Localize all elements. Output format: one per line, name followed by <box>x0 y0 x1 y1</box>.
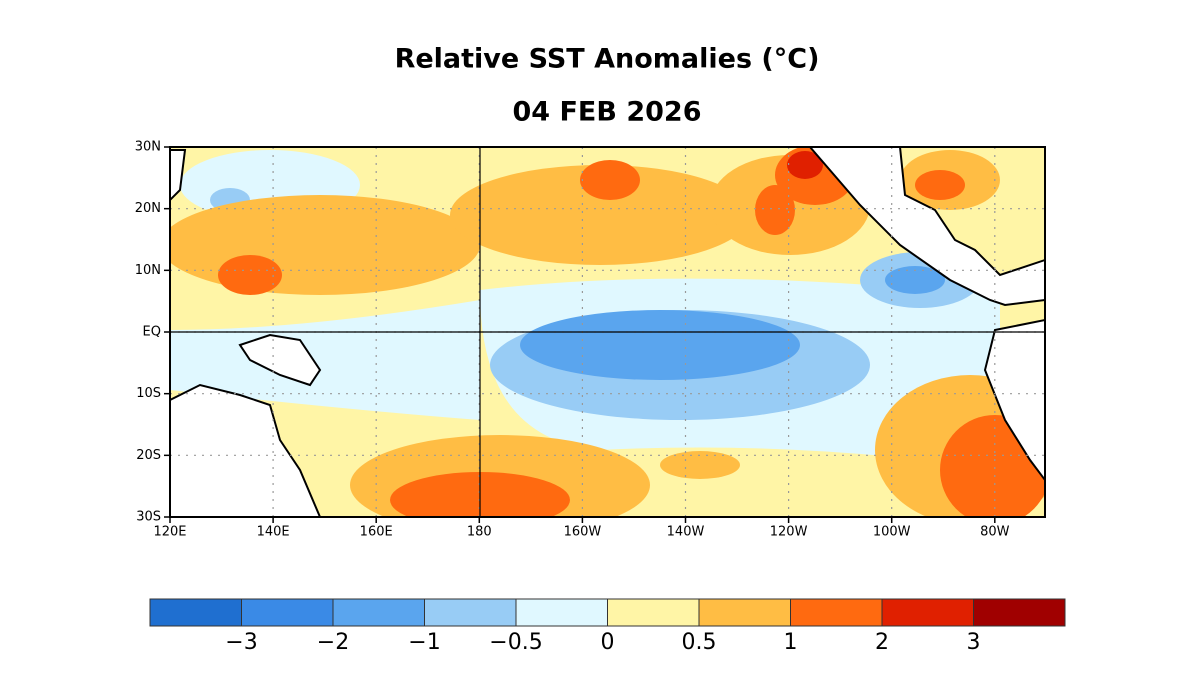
title: Relative SST Anomalies (°C) <box>395 44 820 75</box>
land-new-guinea <box>238 333 322 387</box>
field-blob <box>755 185 795 235</box>
colorbar-label: −0.5 <box>489 630 542 655</box>
land-australia <box>170 383 322 517</box>
field-blob <box>580 160 640 200</box>
lon-label: 180 <box>467 525 492 540</box>
colorbar-bin <box>881 598 974 627</box>
field-blob <box>915 170 965 200</box>
colorbar: −3 −2 −1 −0.5 0 0.5 1 2 3 <box>149 598 1066 655</box>
lat-label: EQ <box>143 325 161 340</box>
field-blob <box>787 151 823 179</box>
field-blob <box>660 451 740 479</box>
field-blob <box>170 195 480 295</box>
land-central-america <box>808 147 1045 307</box>
colorbar-bin <box>241 598 334 627</box>
lon-label: 140W <box>667 525 705 540</box>
colorbar-label: 0.5 <box>682 630 717 655</box>
colorbar-label: −1 <box>408 630 440 655</box>
colorbar-label: 2 <box>875 630 889 655</box>
land-asia <box>170 149 187 202</box>
land-south-america <box>983 318 1045 482</box>
colorbar-label: −3 <box>225 630 257 655</box>
field-blob <box>520 310 800 380</box>
lat-label: 30N <box>135 140 161 155</box>
lon-label: 160E <box>360 525 393 540</box>
lat-label: 30S <box>136 510 161 525</box>
lon-label: 160W <box>564 525 602 540</box>
field-blob <box>450 165 750 265</box>
lat-label: 20S <box>136 448 161 463</box>
colorbar-bin <box>332 598 425 627</box>
date: 04 FEB 2026 <box>513 97 702 128</box>
anomaly-field <box>170 147 1045 517</box>
colorbar-bin <box>698 598 791 627</box>
field-blob <box>218 255 282 295</box>
lon-label: 120E <box>153 525 186 540</box>
field-blob <box>170 300 480 420</box>
colorbar-bin <box>515 598 608 627</box>
lat-label: 10N <box>135 263 161 278</box>
lon-label: 140E <box>257 525 290 540</box>
colorbar-bin <box>973 598 1066 627</box>
lat-label: 10S <box>136 386 161 401</box>
colorbar-label: −2 <box>317 630 349 655</box>
colorbar-bin <box>607 598 700 627</box>
field-blob <box>885 266 945 294</box>
colorbar-label: 0 <box>601 630 615 655</box>
colorbar-label: 3 <box>967 630 981 655</box>
colorbar-bin <box>424 598 517 627</box>
colorbar-bin <box>790 598 883 627</box>
colorbar-label: 1 <box>784 630 798 655</box>
lon-label: 100W <box>873 525 911 540</box>
lat-label: 20N <box>135 201 161 216</box>
colorbar-bin <box>149 598 242 627</box>
lon-label: 120W <box>770 525 808 540</box>
lon-label: 80W <box>980 525 1010 540</box>
